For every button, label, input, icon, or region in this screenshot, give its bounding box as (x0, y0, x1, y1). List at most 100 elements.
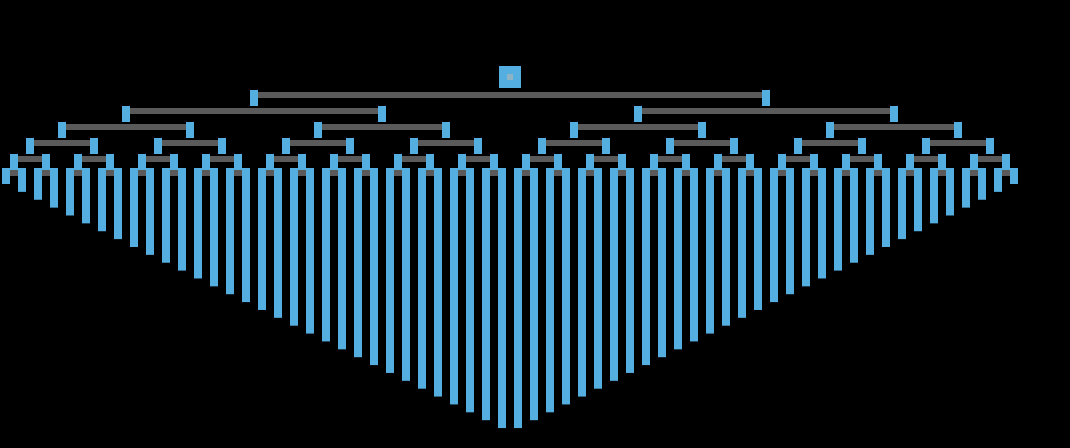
tree-node (26, 138, 34, 154)
tree-node (778, 154, 786, 170)
tree-node (458, 154, 466, 170)
tree-node (682, 154, 690, 170)
leaf-node (258, 168, 266, 310)
branch-bar (574, 124, 702, 130)
leaf-node (50, 168, 58, 208)
tree-node (474, 138, 482, 154)
tree-node (90, 138, 98, 154)
leaf-node (274, 168, 282, 318)
leaf-node (834, 168, 842, 271)
leaf-node (466, 168, 474, 412)
leaf-node (946, 168, 954, 215)
tree-node (826, 122, 834, 138)
branch-bar (670, 140, 734, 146)
leaf-node (770, 168, 778, 302)
tree-node (362, 154, 370, 170)
leaf-node (546, 168, 554, 412)
tree-node (714, 154, 722, 170)
leaf-node (482, 168, 490, 420)
branch-bar (830, 124, 958, 130)
branch-bar (542, 140, 606, 146)
tree-node (42, 154, 50, 170)
leaf-node (242, 168, 250, 302)
branch-bar (30, 140, 94, 146)
branch-bar (126, 108, 382, 114)
branch-bar (286, 140, 350, 146)
tree-node (554, 154, 562, 170)
tree-node (810, 154, 818, 170)
leaf-node (594, 168, 602, 389)
leaf-node (610, 168, 618, 381)
leaf-node (66, 168, 74, 215)
tree-node (490, 154, 498, 170)
leaf-node (866, 168, 874, 255)
tree-node (938, 154, 946, 170)
tree-node (538, 138, 546, 154)
leaf-node (130, 168, 138, 247)
tree-node (378, 106, 386, 122)
branch-bar (590, 156, 622, 162)
branch-bar (334, 156, 366, 162)
leaf-node (34, 168, 42, 200)
leaf-node (754, 168, 762, 310)
leaf-node (802, 168, 810, 286)
tree-node (666, 138, 674, 154)
tree-node (394, 154, 402, 170)
tree-node (58, 122, 66, 138)
leaf-node (642, 168, 650, 365)
tree-branches (6, 92, 1014, 176)
leaf-node (2, 168, 10, 184)
leaf-node (226, 168, 234, 294)
branch-bar (910, 156, 942, 162)
tree-node (202, 154, 210, 170)
leaf-node (690, 168, 698, 341)
leaf-node (354, 168, 362, 357)
leaf-node (626, 168, 634, 373)
leaf-node (178, 168, 186, 271)
tree-node (906, 154, 914, 170)
branch-bar (798, 140, 862, 146)
leaf-node (882, 168, 890, 247)
leaf-node (738, 168, 746, 318)
branch-bar (526, 156, 558, 162)
branch-bar (462, 156, 494, 162)
branch-bar (654, 156, 686, 162)
branch-bar (158, 140, 222, 146)
leaf-node (82, 168, 90, 223)
leaf-node (146, 168, 154, 255)
branch-bar (398, 156, 430, 162)
tree-nodes (10, 66, 1010, 170)
branch-bar (782, 156, 814, 162)
tree-leaves (2, 168, 1018, 428)
branch-bar (414, 140, 478, 146)
leaf-node (930, 168, 938, 223)
tree-node (74, 154, 82, 170)
leaf-node (322, 168, 330, 341)
leaf-node (722, 168, 730, 326)
tree-node (426, 154, 434, 170)
leaf-node (306, 168, 314, 334)
branch-bar (318, 124, 446, 130)
tree-node (890, 106, 898, 122)
tree-node (986, 138, 994, 154)
leaf-node (162, 168, 170, 263)
leaf-node (498, 168, 506, 428)
leaf-node (514, 168, 522, 428)
branch-bar (638, 108, 894, 114)
tree-node (970, 154, 978, 170)
leaf-node (562, 168, 570, 404)
tree-node (1002, 154, 1010, 170)
branch-bar (78, 156, 110, 162)
tree-node (154, 138, 162, 154)
root-node-core (507, 74, 513, 80)
branch-bar (926, 140, 990, 146)
tree-node (634, 106, 642, 122)
tree-node (234, 154, 242, 170)
tree-node (186, 122, 194, 138)
branch-bar (14, 156, 46, 162)
leaf-node (338, 168, 346, 349)
branch-bar (846, 156, 878, 162)
tree-node (570, 122, 578, 138)
tree-node (10, 154, 18, 170)
